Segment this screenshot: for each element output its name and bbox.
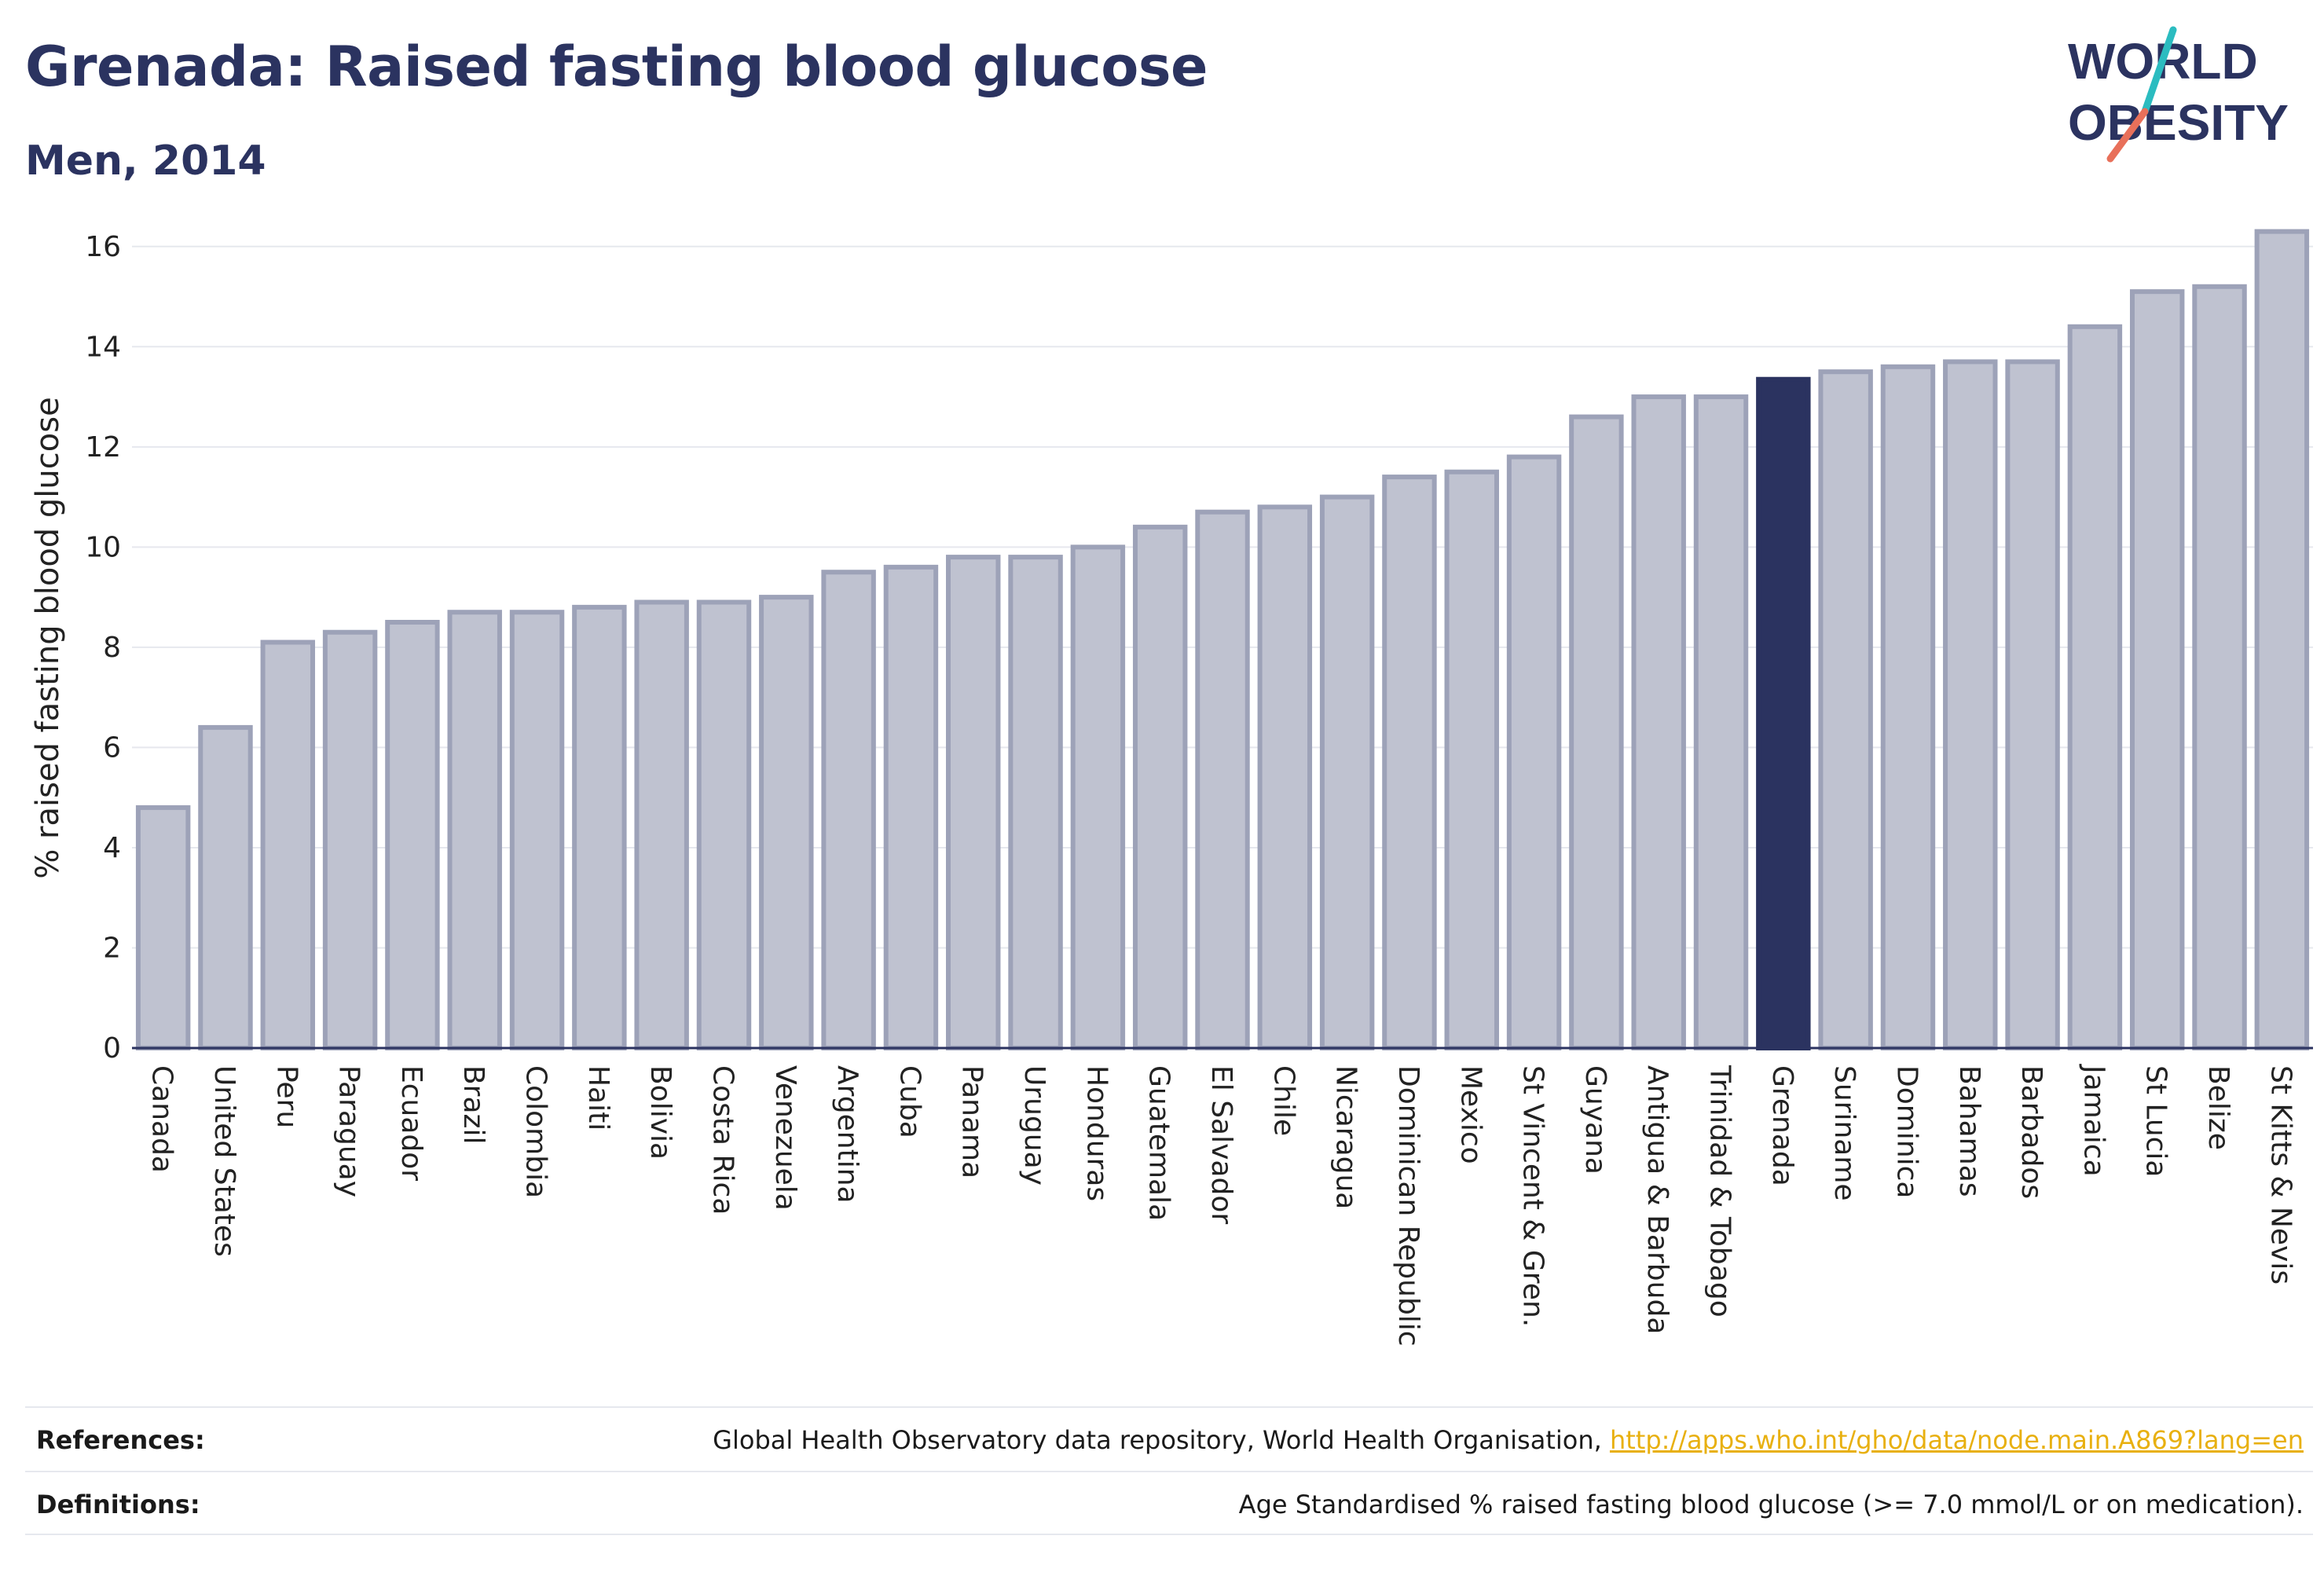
x-tick-label: El Salvador [1205,1065,1237,1224]
definitions-row: Definitions: Age Standardised % raised f… [25,1471,2313,1537]
y-tick-label: 6 [103,731,121,764]
x-tick-label: Dominica [1890,1065,1923,1199]
y-tick-label: 2 [103,932,121,964]
x-tick-label: Argentina [831,1065,863,1204]
bar [634,599,689,1050]
x-tick-label: Barbados [2015,1065,2047,1199]
bar [1319,494,1375,1050]
x-tick-label: Brazil [457,1065,489,1144]
y-tick-label: 4 [103,832,121,864]
bar [2254,229,2310,1051]
bar [135,804,191,1051]
bar [385,620,440,1050]
x-tick-label: St Vincent & Gren. [1517,1065,1549,1327]
x-tick-label: Canada [146,1065,178,1173]
x-tick-label: Costa Rica [706,1065,739,1215]
x-axis-ticks: Canada United States Peru Paraguay Ecuador Br… [146,1064,2297,1347]
logo-line2: OBESITY [2068,94,2289,151]
x-tick-label: Jamaica [2077,1064,2110,1177]
bar [1008,555,1063,1050]
references-text: Global Health Observatory data repositor… [713,1425,1610,1455]
bar [2005,359,2060,1050]
x-tick-label: Nicaragua [1330,1065,1362,1209]
y-tick-label: 8 [103,632,121,664]
x-tick-label: Ecuador [395,1065,427,1181]
bar [447,610,502,1050]
x-tick-label: Guatemala [1143,1065,1175,1221]
references-row: References: Global Health Observatory da… [25,1406,2313,1472]
bar [1506,454,1562,1050]
bar [322,629,378,1050]
bar [1693,394,1749,1050]
references-value: Global Health Observatory data repositor… [713,1425,2304,1455]
x-tick-label: St Lucia [2140,1065,2172,1178]
bar [1070,544,1126,1050]
x-tick-label: Suriname [1828,1065,1860,1201]
bar [2192,284,2247,1050]
page-title: Grenada: Raised fasting blood glucose [25,35,1208,99]
x-tick-label: Honduras [1080,1065,1113,1201]
bar [1195,509,1250,1050]
x-tick-label: Chile [1267,1065,1299,1136]
x-tick-label: Mexico [1454,1065,1486,1164]
y-axis-ticks: 0 2 4 6 8 10 12 14 16 [85,231,121,1065]
y-axis-label: % raised fasting blood glucose [30,397,66,878]
x-tick-label: Venezuela [769,1065,801,1211]
footer-divider [25,1534,2313,1535]
x-tick-label: Grenada [1766,1065,1798,1186]
bar [509,610,565,1050]
x-tick-label: Uruguay [1018,1065,1050,1186]
bar [572,604,627,1050]
x-tick-label: Haiti [582,1065,614,1131]
x-tick-label: St Kitts & Nevis [2264,1065,2297,1285]
bar [1943,359,1998,1050]
x-tick-label: Guyana [1579,1065,1611,1175]
x-tick-label: Belize [2202,1065,2234,1150]
bar [1132,524,1188,1050]
y-tick-label: 16 [85,231,121,263]
bar [1880,364,1936,1050]
definitions-text: Age Standardised % raised fasting blood … [1238,1490,2304,1519]
bar [1756,376,1811,1051]
bar [1444,469,1499,1050]
bar [883,564,939,1050]
bar-chart: 0 2 4 6 8 10 12 14 16 Canada United States Peru Par… [30,229,2313,1347]
x-tick-label: United States [208,1065,240,1257]
bar [2067,324,2123,1051]
logo-teal-slash [2141,26,2177,115]
bar [1818,369,1873,1051]
bars [135,229,2310,1051]
x-tick-label: Trinidad & Tobago [1704,1065,1736,1318]
bar [2129,289,2185,1050]
x-tick-label: Bahamas [1953,1065,1985,1197]
bar [696,599,752,1050]
x-tick-label: Colombia [520,1065,552,1198]
y-tick-label: 10 [85,531,121,563]
bar [759,595,814,1050]
page-subtitle: Men, 2014 [25,137,266,185]
x-tick-label: Paraguay [333,1065,365,1197]
bar [198,724,253,1050]
x-tick-label: Cuba [893,1065,926,1138]
bar [1257,504,1313,1050]
x-tick-label: Panama [956,1065,988,1178]
x-tick-label: Dominican Republic [1392,1065,1424,1347]
bar [260,640,316,1050]
y-tick-label: 14 [85,331,121,363]
references-label: References: [36,1425,205,1455]
references-link[interactable]: http://apps.who.int/gho/data/node.main.A… [1609,1425,2304,1455]
y-tick-label: 12 [85,431,121,464]
y-tick-label: 0 [103,1032,121,1065]
definitions-label: Definitions: [36,1490,200,1519]
bar [946,555,1001,1050]
x-tick-label: Peru [270,1065,302,1128]
x-tick-label: Bolivia [644,1065,676,1160]
bar [821,570,876,1050]
x-tick-label: Antigua & Barbuda [1641,1065,1673,1334]
bar [1631,394,1686,1050]
bar [1382,475,1437,1050]
bar [1569,414,1624,1050]
world-obesity-logo[interactable]: WORLD OBESITY [2058,24,2310,165]
logo-coral-slash [2106,108,2149,163]
